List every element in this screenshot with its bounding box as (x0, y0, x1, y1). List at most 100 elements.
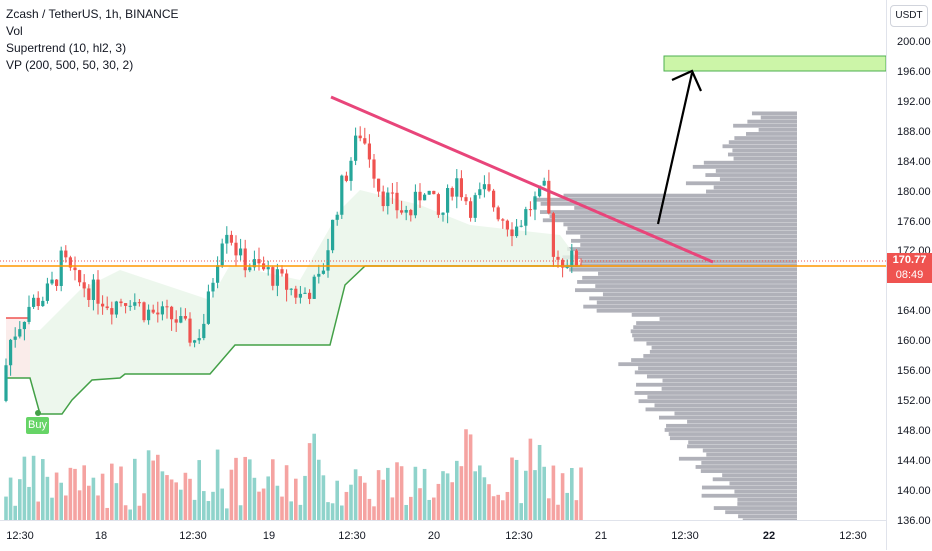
volume-profile-row (719, 177, 797, 182)
candle-body (312, 276, 316, 299)
volume-bar (73, 468, 77, 520)
volume-bar (551, 465, 556, 520)
candle-body (248, 267, 252, 271)
volume-bar (473, 471, 477, 520)
volume-bar (294, 478, 298, 520)
volume-profile-row (576, 251, 797, 256)
chart-canvas[interactable] (0, 0, 886, 520)
candle-body (68, 257, 72, 268)
volume-bar (225, 508, 229, 520)
volume-bar (353, 469, 358, 520)
volume-profile-row (662, 378, 797, 383)
volume-bar (280, 496, 284, 520)
volume-bar (179, 489, 183, 520)
volume-bar (455, 460, 459, 520)
legend-vol[interactable]: Vol (6, 24, 23, 38)
volume-bar (87, 485, 91, 520)
volume-bar (501, 500, 505, 520)
time-tick-label: 12:30 (338, 530, 366, 542)
price-tick-label: 200.00 (897, 36, 931, 49)
candle-body (193, 340, 197, 343)
volume-profile-row (647, 395, 797, 399)
candle-body (128, 305, 132, 307)
volume-profile-row (664, 428, 797, 432)
volume-profile-row (747, 119, 797, 124)
volume-bar (156, 454, 160, 520)
symbol-title[interactable]: Zcash / TetherUS, 1h, BINANCE (6, 7, 179, 21)
candle-body (124, 303, 128, 306)
volume-bar (174, 482, 178, 520)
candle-body (501, 219, 505, 221)
chart-area[interactable]: Zcash / TetherUS, 1h, BINANCE Vol Supert… (0, 0, 886, 520)
drawings[interactable] (0, 55, 886, 267)
candle-body (151, 309, 155, 313)
volume-bar (197, 460, 201, 520)
candle-body (156, 312, 160, 315)
volume-bar (395, 462, 399, 520)
volume-bar (31, 455, 36, 520)
candle-body (202, 323, 206, 339)
price-tick-label: 136.00 (897, 514, 931, 527)
volume-bar (202, 491, 206, 520)
volume-bar (68, 467, 73, 520)
volume-bar (547, 498, 551, 520)
candle-body (510, 229, 514, 237)
volume-profile-row (688, 440, 797, 445)
candle-body (225, 234, 229, 244)
volume-profile-row (633, 337, 797, 342)
volume-profile-row (733, 156, 797, 161)
volume-bar (390, 497, 395, 520)
volume-bar (303, 475, 307, 520)
candle-body (234, 242, 238, 256)
candle-body (505, 220, 509, 230)
volume-profile-row (583, 304, 797, 309)
candle-body (50, 279, 54, 284)
time-tick-label: 12:30 (671, 530, 699, 542)
candle-body (271, 267, 275, 286)
candle-body (170, 306, 174, 320)
volume-profile-row (651, 345, 797, 350)
currency-button[interactable]: USDT (890, 5, 928, 27)
volume-profile-row (687, 419, 797, 424)
supertrend-area (6, 190, 580, 414)
volume-bar (298, 504, 303, 520)
candle-body (547, 180, 551, 214)
volume-profile-row (582, 275, 797, 280)
volume-bar (211, 491, 215, 520)
candle-body (413, 191, 417, 216)
volume-bar (413, 466, 418, 520)
volume-profile-row (638, 366, 797, 371)
candle-body (423, 194, 427, 201)
time-tick-label: 12:30 (839, 530, 867, 542)
volume-bar (422, 468, 427, 520)
volume-profile (533, 111, 797, 520)
candle-body (36, 297, 40, 307)
price-tick-label: 180.00 (897, 185, 931, 198)
candle-body (574, 250, 578, 266)
volume-bar (505, 491, 510, 520)
time-axis[interactable]: 12:30 18 12:30 19 12:30 20 12:30 21 12:30 22 12:30 (0, 520, 886, 551)
candle-body (294, 288, 298, 298)
candle-body (160, 306, 164, 315)
volume-profile-row (574, 206, 797, 210)
candle-body (556, 256, 560, 260)
price-tick-label: 156.00 (897, 365, 931, 377)
legend-vp[interactable]: VP (200, 500, 50, 30, 2) (6, 58, 134, 72)
volume-bar (312, 433, 316, 520)
volume-profile-row (618, 362, 797, 367)
candle-body (308, 292, 312, 299)
volume-bar (542, 466, 546, 520)
volume-bar (110, 463, 114, 520)
candle-body (55, 279, 59, 286)
volume-profile-row (706, 452, 797, 457)
legend-supertrend[interactable]: Supertrend (10, hl2, 3) (6, 41, 127, 55)
candle-body (13, 336, 17, 340)
candle-body (147, 309, 151, 321)
candle-body (395, 192, 399, 211)
candle-body (285, 273, 289, 290)
volume-bar (335, 480, 339, 520)
volume-bar (326, 502, 330, 520)
volume-profile-row (725, 510, 797, 515)
volume-bar (386, 467, 390, 520)
candle-body (64, 250, 68, 258)
